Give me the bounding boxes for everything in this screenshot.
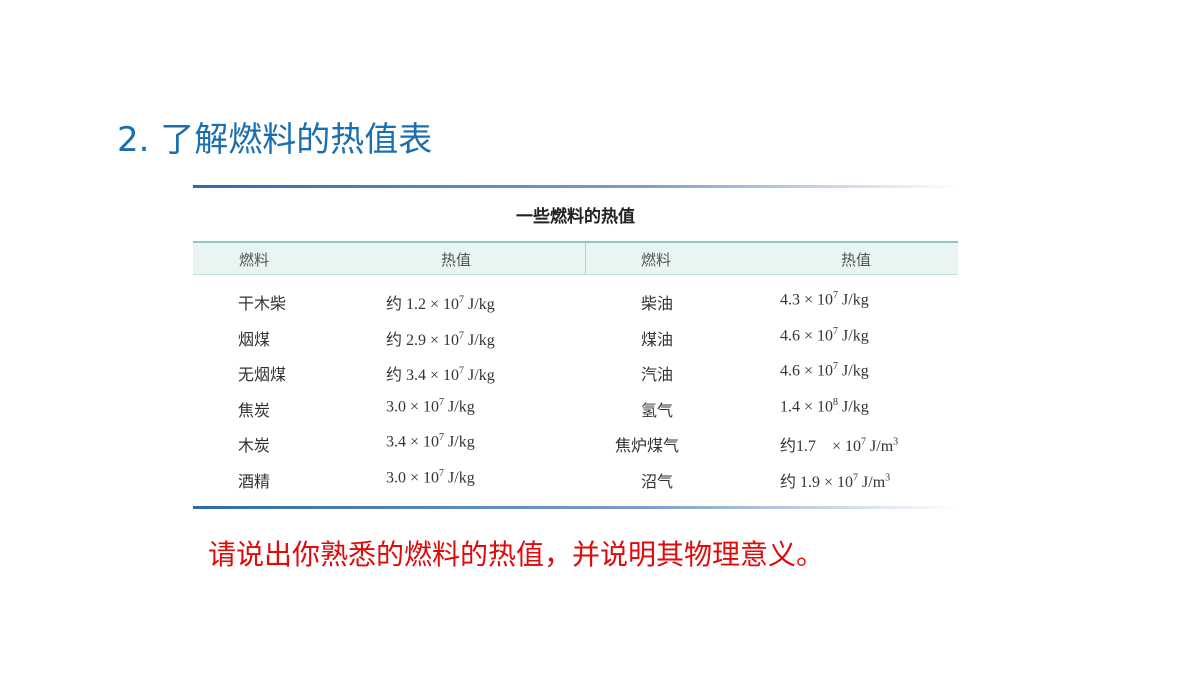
table-header: 燃料 热值 燃料 热值: [193, 241, 958, 275]
fuel-name: 氢气: [641, 402, 674, 420]
table-caption: 一些燃料的热值: [516, 207, 635, 227]
table-row: 干木柴 约 1.2 × 107 J/kg 柴油 4.3 × 107 J/kg: [193, 286, 958, 316]
heat-value: 约 1.2 × 107 J/kg: [386, 294, 495, 313]
fuel-name: 干木柴: [238, 296, 287, 313]
table-bottom-rule: [193, 506, 958, 509]
heat-value: 约 1.9 × 107 J/m3: [780, 472, 891, 491]
fuel-name: 木炭: [238, 438, 271, 455]
fuel-name: 烟煤: [238, 331, 271, 349]
table-row: 酒精 3.0 × 107 J/kg 沼气 约 1.9 × 107 J/m3: [193, 464, 958, 494]
heat-value: 4.6 × 107 J/kg: [780, 361, 869, 380]
fuel-name: 焦炉煤气: [615, 438, 680, 455]
table-row: 烟煤 约 2.9 × 107 J/kg 煤油 4.6 × 107 J/kg: [193, 322, 958, 352]
header-divider: [585, 243, 586, 274]
fuel-name: 无烟煤: [238, 367, 287, 384]
header-fuel-2: 燃料: [641, 251, 672, 269]
fuel-name: 煤油: [641, 331, 674, 349]
fuel-name: 焦炭: [238, 402, 271, 420]
heat-value: 约 2.9 × 107 J/kg: [386, 330, 495, 349]
table-top-rule: [193, 185, 958, 188]
table-row: 无烟煤 约 3.4 × 107 J/kg 汽油 4.6 × 107 J/kg: [193, 357, 958, 387]
fuel-name: 柴油: [641, 296, 674, 313]
slide-title: 2. 了解燃料的热值表: [117, 120, 433, 160]
table-row: 木炭 3.4 × 107 J/kg 焦炉煤气 约1.7 × 107 J/m3: [193, 428, 958, 458]
table-row: 焦炭 3.0 × 107 J/kg 氢气 1.4 × 108 J/kg: [193, 393, 958, 423]
heat-value: 3.0 × 107 J/kg: [386, 396, 475, 415]
question-text: 请说出你熟悉的燃料的热值，并说明其物理意义。: [208, 538, 825, 571]
fuel-name: 沼气: [641, 473, 674, 491]
heat-value: 4.6 × 107 J/kg: [780, 325, 869, 344]
header-value-2: 热值: [841, 251, 872, 269]
header-fuel-1: 燃料: [239, 251, 270, 269]
heat-value: 4.3 × 107 J/kg: [780, 290, 869, 309]
fuel-name: 汽油: [641, 367, 674, 384]
heat-value: 3.0 × 107 J/kg: [386, 467, 475, 486]
heat-value: 约1.7 × 107 J/m3: [780, 436, 899, 455]
heat-value: 3.4 × 107 J/kg: [386, 432, 475, 451]
header-value-1: 热值: [441, 251, 472, 269]
heat-value: 约 3.4 × 107 J/kg: [386, 365, 495, 384]
fuel-name: 酒精: [238, 473, 271, 491]
heat-value: 1.4 × 108 J/kg: [780, 396, 869, 415]
